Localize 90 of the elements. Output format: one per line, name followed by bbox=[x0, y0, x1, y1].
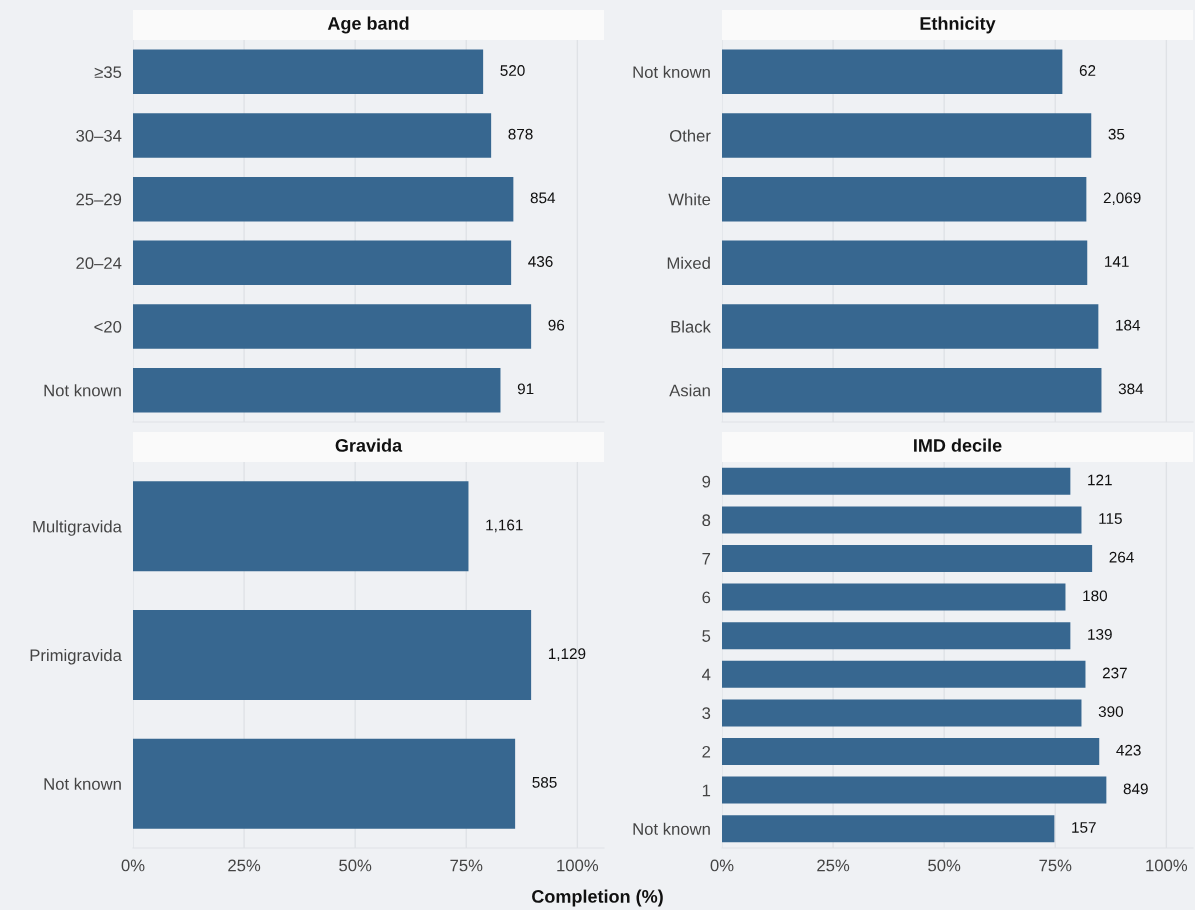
x-tick-label: 25% bbox=[228, 859, 261, 872]
y-tick-label: 1 bbox=[702, 784, 711, 797]
y-tick-label: 6 bbox=[702, 591, 711, 604]
bar bbox=[722, 660, 1086, 688]
bar bbox=[722, 815, 1055, 843]
annotation: 1,129 bbox=[548, 648, 586, 661]
bar bbox=[722, 49, 1063, 95]
annotation: 91 bbox=[517, 383, 534, 395]
bar bbox=[722, 304, 1099, 349]
bar bbox=[722, 113, 1092, 158]
bar bbox=[133, 609, 532, 701]
bar bbox=[722, 467, 1071, 495]
y-tick-label: ≥35 bbox=[94, 66, 122, 79]
x-tick-label: 25% bbox=[817, 859, 850, 872]
annotation: 35 bbox=[1108, 128, 1125, 140]
annotation: 423 bbox=[1116, 744, 1141, 756]
annotation: 1,161 bbox=[486, 519, 523, 533]
annotation: 390 bbox=[1098, 706, 1124, 717]
annotation: 585 bbox=[532, 776, 557, 788]
annotation: 184 bbox=[1116, 319, 1141, 331]
bar bbox=[722, 622, 1071, 650]
y-tick-label: 3 bbox=[702, 707, 711, 720]
annotation: 62 bbox=[1079, 65, 1096, 76]
x-tick-label: 100% bbox=[1146, 859, 1188, 872]
chart-title: Gravida bbox=[335, 438, 403, 452]
x-axis-title: Completion (%) bbox=[532, 889, 663, 907]
x-tick-label: 75% bbox=[450, 859, 483, 872]
y-tick-label: Other bbox=[670, 129, 711, 142]
bar bbox=[133, 367, 501, 413]
chart-title: IMD decile bbox=[914, 438, 1002, 452]
bar bbox=[722, 544, 1093, 573]
y-tick-label: 2 bbox=[702, 745, 711, 758]
annotation: 121 bbox=[1088, 474, 1112, 486]
annotation: 854 bbox=[530, 192, 556, 204]
x-tick-label: 0% bbox=[121, 859, 145, 872]
y-tick-label: Asian bbox=[669, 384, 710, 397]
bar bbox=[722, 699, 1082, 727]
bar bbox=[722, 240, 1088, 286]
annotation: 157 bbox=[1072, 822, 1096, 833]
annotation: 237 bbox=[1102, 667, 1127, 679]
y-tick-label: Black bbox=[671, 320, 711, 333]
y-tick-label: 25–29 bbox=[76, 193, 122, 206]
bar bbox=[722, 367, 1102, 413]
y-tick-label: Primigravida bbox=[30, 648, 122, 665]
annotation: 115 bbox=[1099, 513, 1122, 524]
chart-title: Ethnicity bbox=[920, 16, 996, 34]
y-tick-label: Multigravida bbox=[33, 520, 122, 536]
y-tick-label: 30–34 bbox=[76, 129, 122, 142]
annotation: 849 bbox=[1123, 783, 1148, 795]
annotation: 180 bbox=[1083, 590, 1108, 602]
bar bbox=[133, 113, 492, 158]
y-tick-label: 4 bbox=[702, 668, 711, 681]
annotation: 96 bbox=[548, 319, 565, 331]
bar bbox=[133, 738, 516, 829]
x-tick-label: 100% bbox=[557, 859, 599, 872]
annotation: 878 bbox=[508, 128, 533, 140]
y-tick-label: White bbox=[668, 193, 711, 206]
annotation: 139 bbox=[1088, 628, 1112, 640]
y-tick-label: 7 bbox=[702, 553, 711, 565]
x-tick-label: 0% bbox=[710, 859, 734, 872]
y-tick-label: 5 bbox=[702, 630, 711, 642]
annotation: 520 bbox=[500, 65, 525, 76]
bar bbox=[722, 737, 1100, 766]
annotation: 384 bbox=[1118, 383, 1144, 395]
bar bbox=[722, 176, 1087, 222]
bar bbox=[133, 304, 532, 349]
bar bbox=[133, 49, 484, 95]
bar bbox=[722, 776, 1107, 804]
y-tick-label: <20 bbox=[94, 320, 122, 333]
y-tick-label: 9 bbox=[702, 475, 711, 488]
x-tick-label: 50% bbox=[928, 859, 961, 872]
y-tick-label: Not known bbox=[633, 65, 710, 79]
bar bbox=[722, 506, 1082, 534]
x-tick-label: 75% bbox=[1039, 859, 1072, 872]
bar bbox=[133, 176, 514, 222]
bar bbox=[133, 481, 469, 572]
annotation: 141 bbox=[1105, 256, 1129, 267]
y-tick-label: Not known bbox=[633, 822, 710, 835]
annotation: 436 bbox=[528, 256, 553, 267]
x-tick-label: 50% bbox=[339, 859, 372, 872]
bar bbox=[133, 240, 512, 286]
y-tick-label: 8 bbox=[702, 514, 711, 527]
annotation: 2,069 bbox=[1103, 192, 1141, 206]
bar bbox=[722, 583, 1066, 611]
y-tick-label: Mixed bbox=[667, 256, 710, 270]
y-tick-label: Not known bbox=[44, 777, 121, 790]
y-tick-label: 20–24 bbox=[76, 257, 122, 270]
y-tick-label: Not known bbox=[44, 384, 121, 397]
annotation: 264 bbox=[1109, 551, 1134, 563]
chart-title: Age band bbox=[327, 16, 409, 34]
